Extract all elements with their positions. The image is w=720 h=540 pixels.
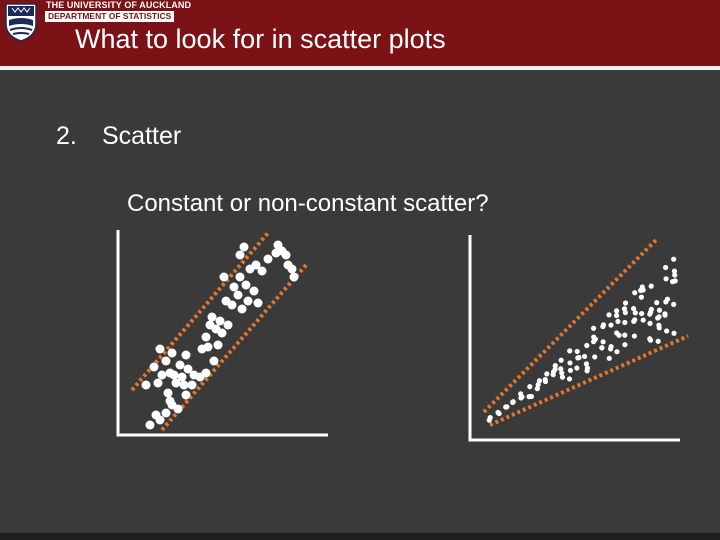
department-name: DEPARTMENT OF STATISTICS (45, 11, 175, 22)
non-constant-scatter-plot (468, 235, 689, 442)
bullet-number: 2. (56, 122, 77, 150)
plot-axes (468, 235, 680, 442)
lower-guide-line (489, 334, 689, 427)
constant-scatter-plot (116, 230, 328, 437)
question-text: Constant or non-constant scatter? (127, 190, 489, 217)
upper-guide-line (482, 238, 658, 414)
bullet-point: 2. Scatter (56, 122, 181, 151)
slide-header: THE UNIVERSITY OF AUCKLAND DEPARTMENT OF… (0, 0, 720, 66)
university-crest-icon (5, 3, 37, 42)
plot-axes (116, 230, 328, 437)
bullet-label: Scatter (102, 122, 182, 150)
university-name: THE UNIVERSITY OF AUCKLAND (46, 0, 192, 10)
scatter-points (141, 240, 299, 430)
upper-guide-line (130, 231, 270, 392)
scatter-points (486, 256, 678, 423)
lower-guide-line (160, 263, 308, 432)
slide-title: What to look for in scatter plots (75, 24, 446, 54)
header-divider (0, 66, 720, 70)
bottom-bar (0, 533, 720, 540)
